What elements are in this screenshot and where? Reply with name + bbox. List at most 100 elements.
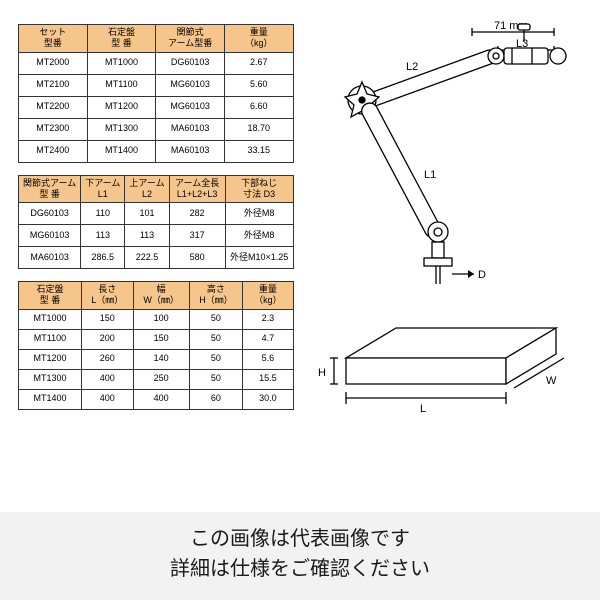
dim-d: D: [478, 269, 486, 281]
col-header: 関節式アーム型 番: [19, 175, 81, 203]
table-cell: MG60103: [156, 74, 225, 96]
table-row: MG60103113113317外径M8: [19, 225, 294, 247]
table-cell: 18.70: [224, 118, 293, 140]
disclaimer-line1: この画像は代表画像です: [0, 524, 600, 554]
table-cell: MT1300: [87, 118, 156, 140]
table-cell: MA60103: [156, 140, 225, 162]
col-header: 長さL（㎜）: [81, 282, 133, 310]
dim-l1: L1: [424, 169, 436, 181]
disclaimer-banner: この画像は代表画像です 詳細は仕様をご確認ください: [0, 512, 600, 600]
table-header-row: 関節式アーム型 番 下アームL1 上アームL2 アーム全長L1+L2+L3 下部…: [19, 175, 294, 203]
dim-h: H: [318, 367, 326, 379]
set-table: セット型番 石定盤型 番 関節式アーム型番 重量（kg） MT2000MT100…: [18, 24, 294, 163]
dim-l: L: [420, 403, 426, 415]
table-cell: MT1100: [87, 74, 156, 96]
plate-table: 石定盤型 番 長さL（㎜） 幅W（㎜） 高さH（㎜） 重量（kg） MT1000…: [18, 281, 294, 410]
table-row: DG60103110101282外径M8: [19, 203, 294, 225]
table-row: MT2100MT1100MG601035.60: [19, 74, 294, 96]
table-body: DG60103110101282外径M8MG60103113113317外径M8…: [19, 203, 294, 269]
col-header: 重量（kg）: [243, 282, 293, 310]
table-cell: 4.7: [243, 329, 293, 349]
table-cell: 110: [81, 203, 125, 225]
table-cell: 282: [169, 203, 225, 225]
table-cell: 200: [81, 329, 133, 349]
table-cell: MT1100: [19, 329, 82, 349]
table-cell: 外径M8: [225, 203, 293, 225]
table-row: MT1100200150504.7: [19, 329, 294, 349]
table-row: MT2000MT1000DG601032.67: [19, 52, 294, 74]
table-cell: 400: [133, 389, 189, 409]
col-header: アーム全長L1+L2+L3: [169, 175, 225, 203]
technical-diagram: 71 mm L3: [306, 18, 600, 438]
table-cell: 外径M8: [225, 225, 293, 247]
table-cell: MT2200: [19, 96, 88, 118]
col-header: 関節式アーム型番: [156, 25, 225, 53]
table-cell: 150: [133, 329, 189, 349]
table-cell: MA60103: [19, 247, 81, 269]
table-cell: 2.67: [224, 52, 293, 74]
table-cell: MT1400: [19, 389, 82, 409]
table-cell: MT1200: [87, 96, 156, 118]
col-header: セット型番: [19, 25, 88, 53]
table-cell: MT1000: [19, 309, 82, 329]
table-cell: 113: [81, 225, 125, 247]
table-header-row: 石定盤型 番 長さL（㎜） 幅W（㎜） 高さH（㎜） 重量（kg）: [19, 282, 294, 310]
table-cell: DG60103: [19, 203, 81, 225]
col-header: 石定盤型 番: [87, 25, 156, 53]
table-cell: 150: [81, 309, 133, 329]
col-header: 下アームL1: [81, 175, 125, 203]
table-cell: MG60103: [19, 225, 81, 247]
arm-table: 関節式アーム型 番 下アームL1 上アームL2 アーム全長L1+L2+L3 下部…: [18, 175, 294, 270]
table-row: MT2400MT1400MA6010333.15: [19, 140, 294, 162]
col-header: 下部ねじ寸法 D3: [225, 175, 293, 203]
table-cell: 50: [189, 349, 243, 369]
table-cell: 外径M10×1.25: [225, 247, 293, 269]
table-cell: MT2000: [19, 52, 88, 74]
table-cell: 15.5: [243, 369, 293, 389]
col-header: 幅W（㎜）: [133, 282, 189, 310]
table-cell: 101: [125, 203, 169, 225]
table-cell: 50: [189, 309, 243, 329]
table-row: MA60103286.5222.5580外径M10×1.25: [19, 247, 294, 269]
table-cell: 6.60: [224, 96, 293, 118]
col-header: 高さH（㎜）: [189, 282, 243, 310]
dim-l2: L2: [406, 61, 418, 73]
table-cell: 222.5: [125, 247, 169, 269]
content-area: セット型番 石定盤型 番 関節式アーム型番 重量（kg） MT2000MT100…: [0, 0, 600, 410]
table-header-row: セット型番 石定盤型 番 関節式アーム型番 重量（kg）: [19, 25, 294, 53]
table-cell: 260: [81, 349, 133, 369]
table-cell: 250: [133, 369, 189, 389]
table-cell: 5.6: [243, 349, 293, 369]
table-cell: MT1400: [87, 140, 156, 162]
tables-column: セット型番 石定盤型 番 関節式アーム型番 重量（kg） MT2000MT100…: [18, 24, 294, 410]
diagram-column: 71 mm L3: [312, 24, 582, 410]
table-row: MT2200MT1200MG601036.60: [19, 96, 294, 118]
table-row: MT1000150100502.3: [19, 309, 294, 329]
table-cell: MT2300: [19, 118, 88, 140]
col-header: 重量（kg）: [224, 25, 293, 53]
table-cell: 317: [169, 225, 225, 247]
table-cell: 100: [133, 309, 189, 329]
table-body: MT1000150100502.3MT1100200150504.7MT1200…: [19, 309, 294, 409]
col-header: 上アームL2: [125, 175, 169, 203]
table-row: MT2300MT1300MA6010318.70: [19, 118, 294, 140]
table-cell: MA60103: [156, 118, 225, 140]
table-cell: 60: [189, 389, 243, 409]
table-body: MT2000MT1000DG601032.67MT2100MT1100MG601…: [19, 52, 294, 162]
table-cell: 286.5: [81, 247, 125, 269]
col-header: 石定盤型 番: [19, 282, 82, 310]
table-cell: MT1200: [19, 349, 82, 369]
dim-w: W: [546, 375, 557, 387]
table-row: MT13004002505015.5: [19, 369, 294, 389]
disclaimer-line2: 詳細は仕様をご確認ください: [0, 554, 600, 584]
table-cell: MT2100: [19, 74, 88, 96]
table-cell: DG60103: [156, 52, 225, 74]
table-row: MT14004004006030.0: [19, 389, 294, 409]
table-row: MT1200260140505.6: [19, 349, 294, 369]
table-cell: MT2400: [19, 140, 88, 162]
table-cell: MT1000: [87, 52, 156, 74]
table-cell: 400: [81, 369, 133, 389]
table-cell: 400: [81, 389, 133, 409]
table-cell: 50: [189, 369, 243, 389]
table-cell: 580: [169, 247, 225, 269]
